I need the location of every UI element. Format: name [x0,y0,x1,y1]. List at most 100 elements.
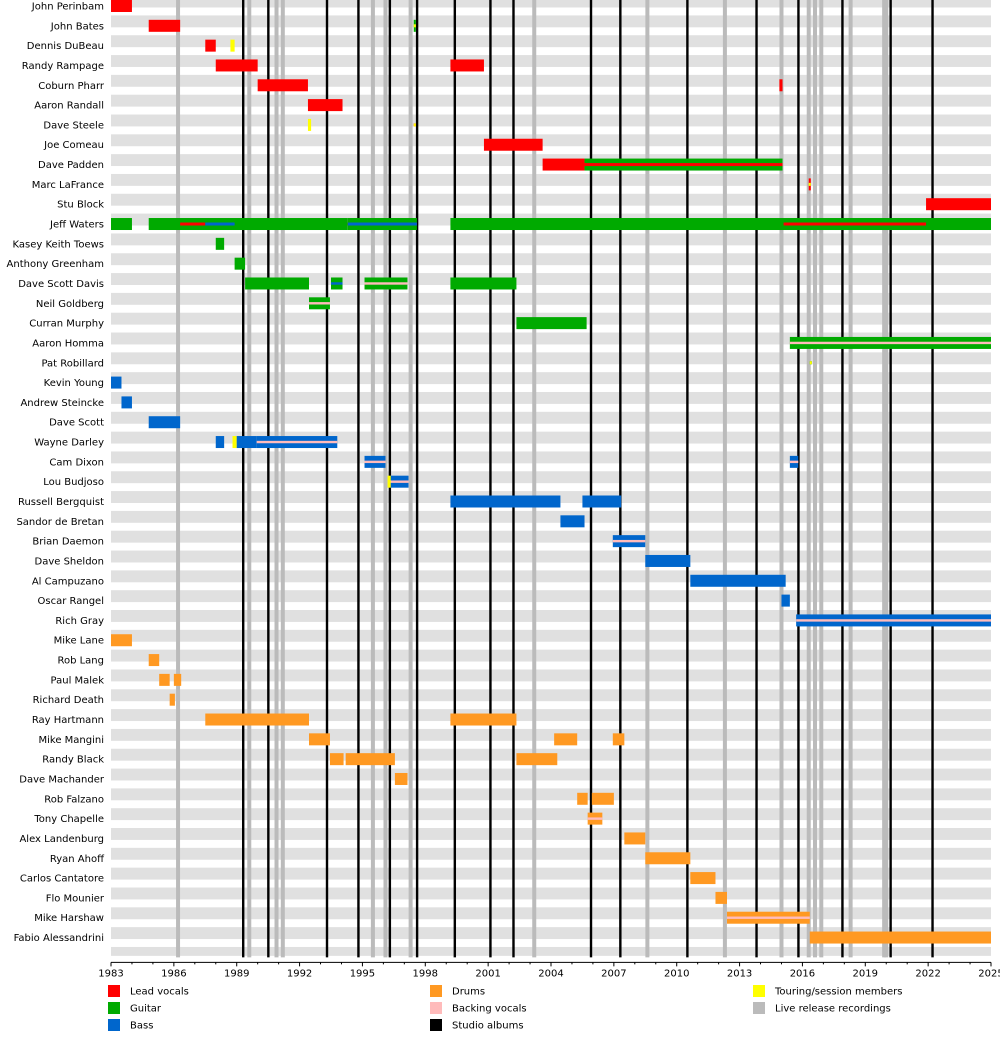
drums-bar [612,733,625,746]
row-stripe [111,117,991,127]
album-lines [176,0,934,958]
live-release-line [383,0,388,958]
x-tick-label: 2019 [853,968,878,979]
drums-bar [309,733,330,746]
bass-bar [121,396,132,409]
x-axis: 1983 1986 1989 1992 1995 1998 2001 2004 2007 2010… [98,961,1000,979]
member-name: Mike Lane [54,636,104,647]
studio-album-line [889,0,892,958]
guitar-bar [234,257,246,270]
member-name: Ryan Ahoff [50,854,105,865]
member-name: Randy Black [42,755,104,766]
row-stripe [111,890,991,900]
x-tick-label: 1989 [224,968,249,979]
x-tick-label: 2022 [915,968,940,979]
member-name: Rob Falzano [44,794,104,805]
member-name: Coburn Pharr [38,81,105,92]
member-name: Mike Harshaw [34,913,104,924]
lead-bar [307,99,343,112]
live-release-line [247,0,252,958]
studio-legend-swatch [430,1019,442,1031]
drums-bar [554,733,578,746]
lead-bar [180,222,206,226]
legend: Lead vocals Guitar Bass Drums Backing vocals… [108,985,902,1032]
drums-legend-swatch [430,985,442,997]
backing-stripe [796,619,991,622]
studio-album-line [686,0,689,958]
backing-stripe [389,480,409,483]
studio-album-line [619,0,622,958]
live-release-line [408,0,413,958]
touring-bar [232,436,237,449]
guitar-bar [245,277,309,290]
bass-bar [450,495,561,508]
row-stripe [111,672,991,682]
row-stripe [111,434,991,444]
backing-stripe [587,817,603,820]
row-stripe [111,930,991,940]
member-name: Curran Murphy [29,319,104,330]
member-name: Carlos Cantatore [20,874,104,885]
backing-stripe [789,460,799,464]
member-name: Ray Hartmann [32,715,104,726]
drums-bar [577,792,588,805]
studio-album-line [325,0,329,958]
row-stripe [111,831,991,840]
row-stripe [111,97,991,107]
x-tick-label: 2016 [790,968,815,979]
touring-bar [413,24,416,28]
drums-bar [345,753,395,766]
member-name: Aaron Homma [32,338,104,349]
member-name: Sandor de Bretan [16,517,104,528]
x-tick-label: 1995 [350,968,375,979]
row-stripe [111,613,991,622]
bass-bar [645,554,691,567]
studio-album-line [267,0,270,958]
member-name: Kasey Keith Toews [13,239,104,250]
studio-album-line [755,0,758,958]
bass-legend-swatch [108,1019,120,1031]
row-stripe [111,276,991,285]
member-name: Joe Comeau [43,140,104,151]
row-stripe [111,355,991,365]
lead-bar [483,138,543,151]
row-stripe [111,375,991,385]
backing-stripe [612,539,646,543]
drums-bar [205,713,309,726]
live-release-line [813,0,817,958]
member-name: Paul Malek [51,675,105,686]
member-name: Dave Scott [49,418,104,429]
backing-stripe [789,341,991,345]
member-name: Alex Landenburg [19,834,104,845]
guitar-bar [148,218,348,231]
row-stripe [111,870,991,880]
member-name: Stu Block [57,200,104,211]
drums-legend-label: Drums [452,987,485,998]
member-name: Tony Chapelle [33,814,104,825]
row-stripe [111,38,991,48]
studio-album-line [415,0,419,958]
member-names: John Perinbam John Bates Dennis DuBeau Rand… [7,2,106,945]
member-name: Flo Mounier [46,893,105,904]
live-release-line [806,0,811,958]
row-stripe [111,533,991,543]
live-release-line [370,0,375,958]
studio-album-line [931,0,934,958]
live-legend-label: Live release recordings [775,1004,891,1015]
row-stripe [111,712,991,722]
backing-stripe [364,282,408,285]
x-tick-label: 1986 [161,968,186,979]
drums-bar [111,634,132,647]
x-tick-label: 2001 [475,968,500,979]
row-stripe [111,256,991,266]
member-name: Fabio Alessandrini [14,933,104,944]
row-stripe [111,632,991,642]
row-stripe [111,77,991,87]
backing-stripe [364,460,386,464]
row-stripe [111,335,991,345]
live-release-line [176,0,181,958]
member-name: Rob Lang [57,656,104,667]
row-stripe [111,573,991,583]
row-stripe [111,731,991,741]
